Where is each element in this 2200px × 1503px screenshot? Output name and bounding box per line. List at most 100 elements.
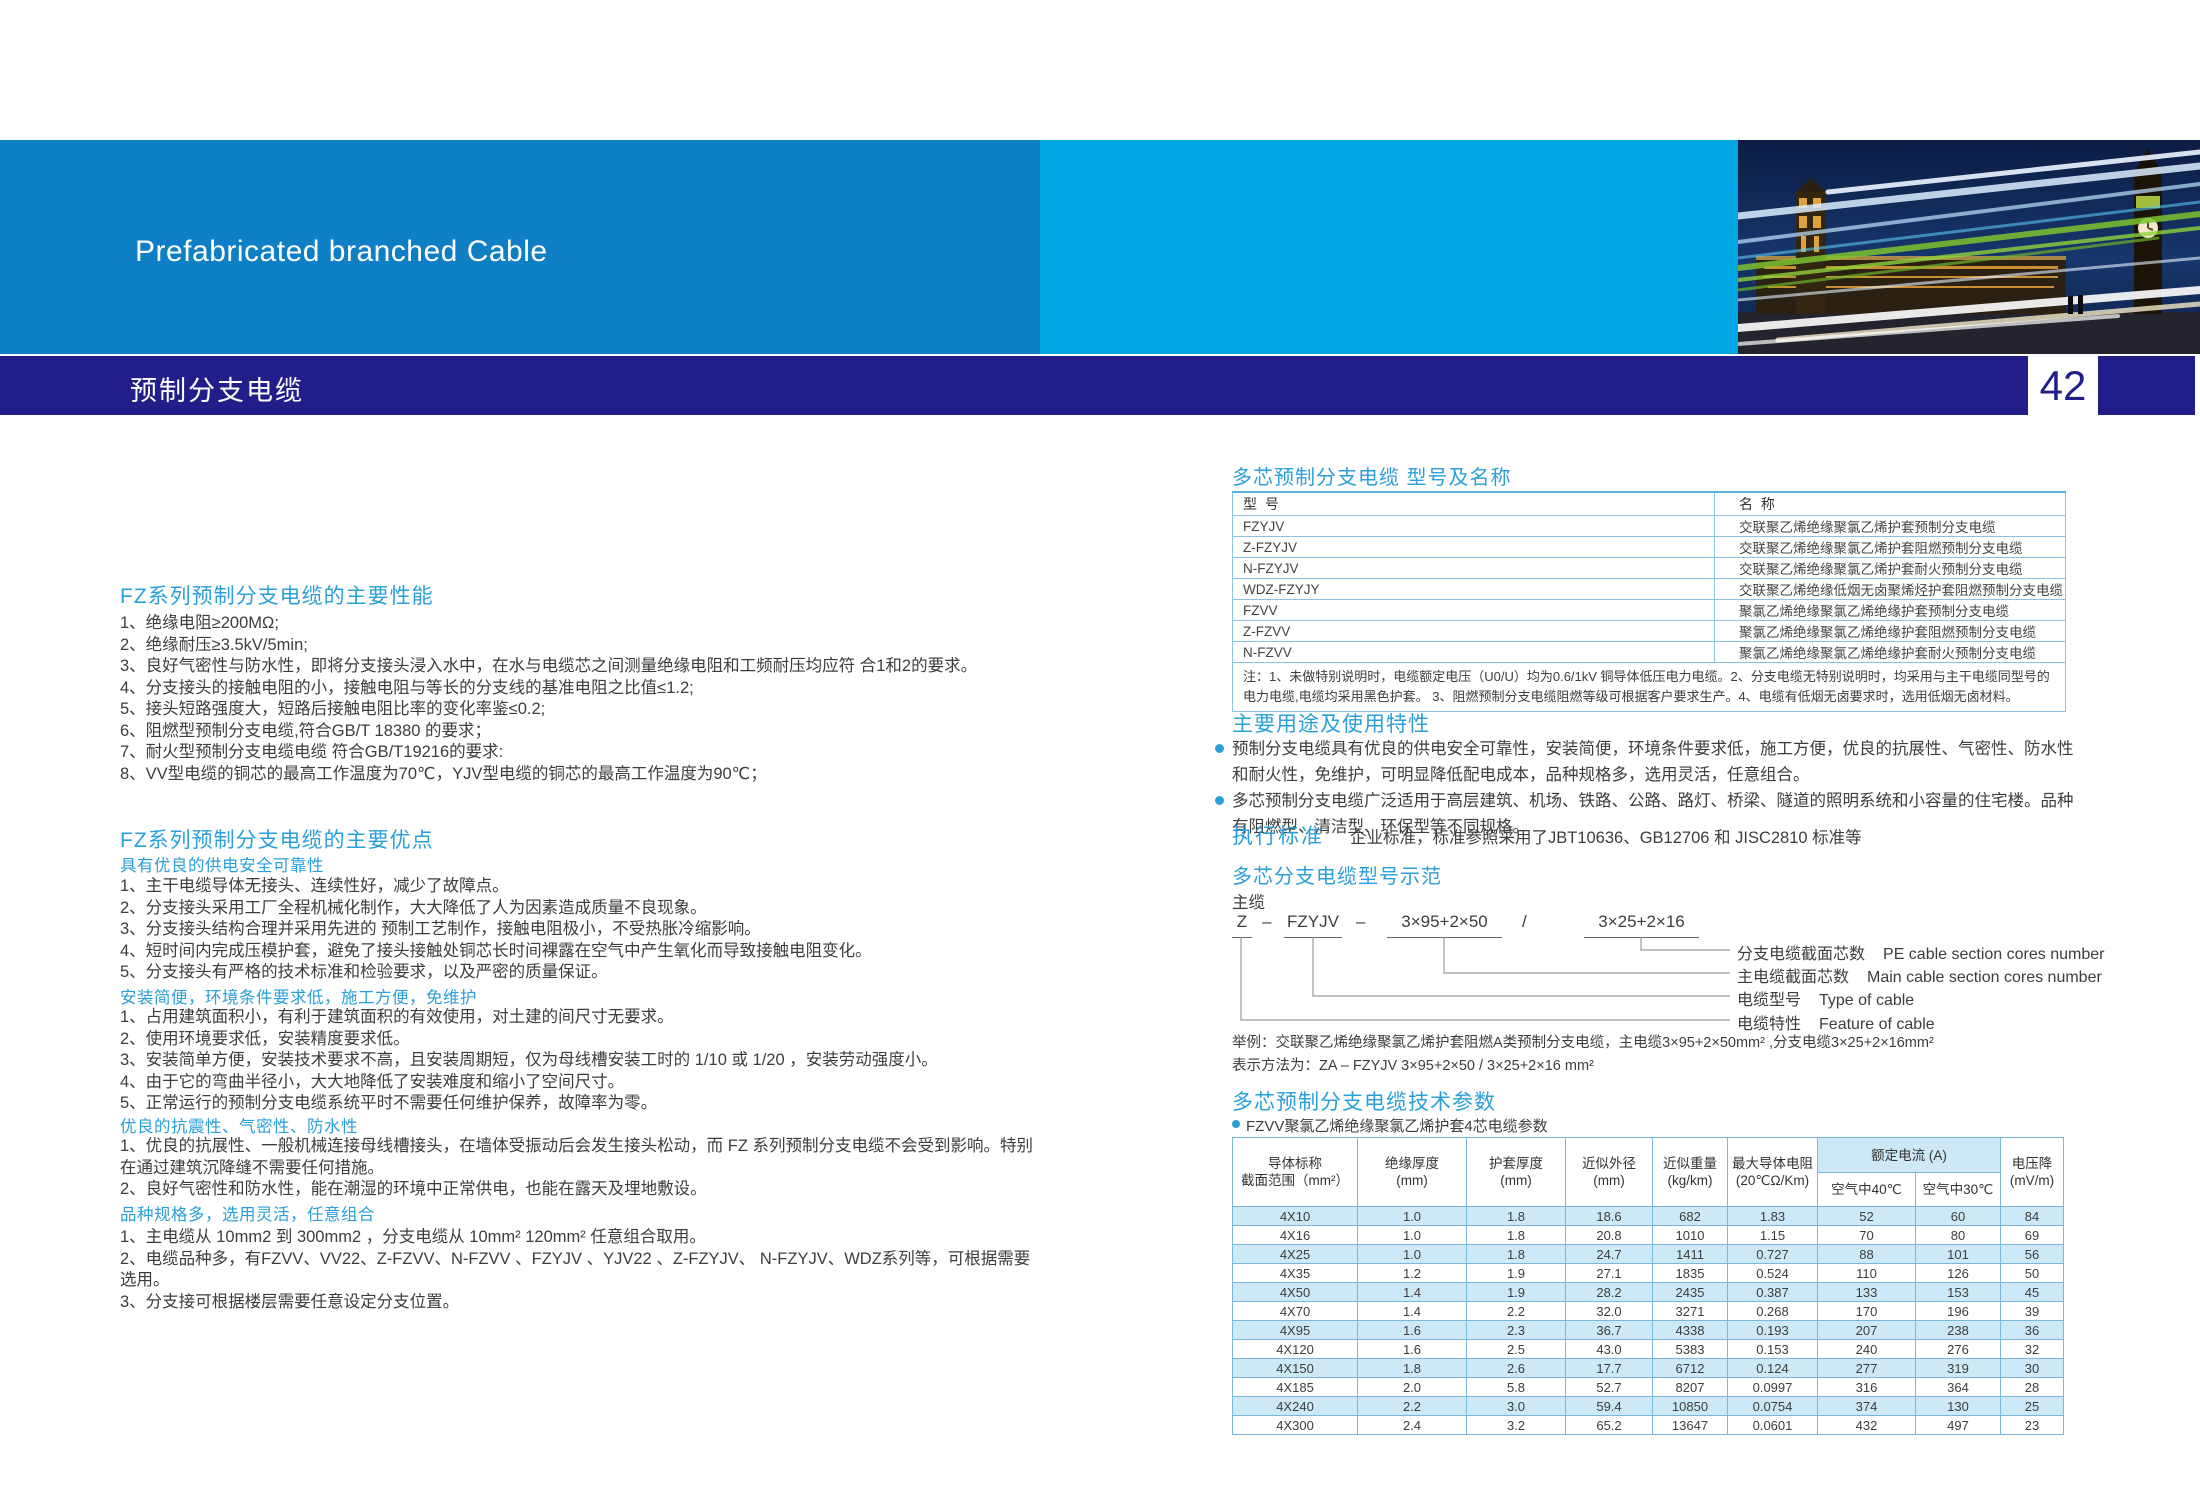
table-cell: 238 [1915,1320,2001,1340]
table-cell: 交联聚乙烯绝缘聚氯乙烯护套阻燃预制分支电缆 [1714,536,2066,558]
table-cell: 153 [1915,1282,2001,1302]
table-cell: 2.4 [1357,1415,1467,1435]
table-cell: 28 [2000,1377,2064,1397]
table-cell: 43.0 [1565,1339,1653,1359]
callout-zh: 电缆特性 [1737,1016,1802,1033]
table-row: N-FZVV 聚氯乙烯绝缘聚氯乙烯绝缘护套耐火预制分支电缆 [1232,641,2066,663]
usage-bullet-1: 预制分支电缆具有优良的供电安全可靠性，安装简便，环境条件要求低，施工方便，优良的… [1215,736,2088,788]
th-rated-current: 额定电流 (A) [1817,1137,2001,1173]
col-header-name: 名 称 [1714,492,2066,516]
table-cell: FZVV [1232,599,1715,621]
table-cell: 2.2 [1466,1301,1566,1321]
table-cell: 110 [1817,1263,1916,1283]
table-cell: Z-FZVV [1232,620,1715,642]
table-row: FZYJV 交联聚乙烯绝缘聚氯乙烯护套预制分支电缆 [1232,515,2066,537]
header-band-dark [0,140,1040,354]
table-cell: 聚氯乙烯绝缘聚氯乙烯绝缘护套预制分支电缆 [1714,599,2066,621]
standard-line: 执行标准 企业标准，标准参照采用了JBT10636、GB12706 和 JISC2… [1232,820,1862,850]
table-cell: 1.83 [1727,1206,1818,1226]
table-cell: 0.524 [1727,1263,1818,1283]
table-cell: 0.124 [1727,1358,1818,1378]
table-row: 4X35 1.2 1.9 27.1 1835 0.524 110 126 50 [1232,1263,2064,1283]
table-cell: 59.4 [1565,1396,1653,1416]
table-cell: 1835 [1652,1263,1728,1283]
table-row: 4X95 1.6 2.3 36.7 4338 0.193 207 238 36 [1232,1320,2064,1340]
table-cell: 84 [2000,1206,2064,1226]
table-cell: 4X35 [1232,1263,1358,1283]
list-item: 1、占用建筑面积小，有利于建筑面积的有效使用，对土建的间尺寸无要求。 [120,1008,674,1026]
table-cell: 2435 [1652,1282,1728,1302]
navy-corner-block [2098,356,2195,415]
table-cell: 5383 [1652,1339,1728,1359]
table-cell: 4338 [1652,1320,1728,1340]
formula-connector-lines [1240,937,1730,1021]
left-sub2-heading: 安装简便，环境条件要求低，施工方便，免维护 [120,989,477,1007]
table-cell: 10850 [1652,1396,1728,1416]
th-resistance: 最大导体电阻 (20℃Ω/Km) [1727,1137,1818,1207]
callout-zh: 电缆型号 [1737,992,1802,1009]
table-row: 4X50 1.4 1.9 28.2 2435 0.387 133 153 45 [1232,1282,2064,1302]
table-cell: 497 [1915,1415,2001,1435]
left-sub3-heading: 优良的抗震性、气密性、防水性 [120,1118,358,1136]
table-cell: 60 [1915,1206,2001,1226]
callout-en: Main cable section cores number [1867,969,2102,986]
table-cell: 196 [1915,1301,2001,1321]
table-cell: 0.268 [1727,1301,1818,1321]
table-row: N-FZYJV 交联聚乙烯绝缘聚氯乙烯护套耐火预制分支电缆 [1232,557,2066,579]
table-cell: 3.0 [1466,1396,1566,1416]
callout-branch-cores: 分支电缆截面芯数 PE cable section cores number [1737,940,2104,964]
table-cell: 25 [2000,1396,2064,1416]
table-cell: 4X70 [1232,1301,1358,1321]
table-cell: 0.153 [1727,1339,1818,1359]
table-row: 4X240 2.2 3.0 59.4 10850 0.0754 374 130 25 [1232,1396,2064,1416]
table-cell: 1.15 [1727,1225,1818,1245]
list-item: 1、绝缘电阻≥200MΩ; [120,614,279,632]
table-row: 4X70 1.4 2.2 32.0 3271 0.268 170 196 39 [1232,1301,2064,1321]
th-weight: 近似重量 (kg/km) [1652,1137,1728,1207]
left-section1-heading: FZ系列预制分支电缆的主要性能 [120,585,434,608]
table-cell: 1.0 [1357,1244,1467,1264]
table-row: 4X150 1.8 2.6 17.7 6712 0.124 277 319 30 [1232,1358,2064,1378]
table-cell: 80 [1915,1225,2001,1245]
table-cell: 6712 [1652,1358,1728,1378]
table-cell: 2.2 [1357,1396,1467,1416]
table-cell: 374 [1817,1396,1916,1416]
table-cell: 65.2 [1565,1415,1653,1435]
example-line-2: 表示方法为：ZA – FZYJV 3×95+2×50 / 3×25+2×16 m… [1232,1058,1594,1074]
table-cell: 23 [2000,1415,2064,1435]
callout-en: PE cable section cores number [1883,946,2105,963]
table-cell: 4X10 [1232,1206,1358,1226]
list-item: 1、主干电缆导体无接头、连续性好，减少了故障点。 [120,877,509,895]
table-cell: 88 [1817,1244,1916,1264]
list-item: 3、安装简单方便，安装技术要求不高，且安装周期短，仅为母线槽安装工时的 1/10… [120,1051,938,1069]
table-cell: 207 [1817,1320,1916,1340]
left-sub1-heading: 具有优良的供电安全可靠性 [120,857,324,875]
th-diameter: 近似外径 (mm) [1565,1137,1653,1207]
callout-zh: 分支电缆截面芯数 [1737,946,1866,963]
table-cell: 1.2 [1357,1263,1467,1283]
table-cell: 1.6 [1357,1339,1467,1359]
th-air-30: 空气中30℃ [1915,1172,2001,1207]
table-cell: 0.387 [1727,1282,1818,1302]
table-row: 4X300 2.4 3.2 65.2 13647 0.0601 432 497 23 [1232,1415,2064,1435]
list-item: 1、主电缆从 10mm2 到 300mm2 ，分支电缆从 10mm² 120mm… [120,1228,706,1246]
note-row: 注：1、未做特别说明时，电缆额定电压（U0/U）均为0.6/1kV 铜导体低压电… [1233,663,2066,712]
tech-params-table: 导体标称 截面范围（mm²） 绝缘厚度 (mm) 护套厚度 (mm) 近似外径 … [1232,1137,2064,1435]
list-item: 2、良好气密性和防水性，能在潮湿的环境中正常供电，也能在露天及埋地敷设。 [120,1180,707,1198]
table-cell: 39 [2000,1301,2064,1321]
list-item: 4、分支接头的接触电阻的小，接触电阻与等长的分支线的基准电阻之比值≤1.2; [120,678,694,697]
london-night-photo [1738,140,2200,354]
table-row: 4X120 1.6 2.5 43.0 5383 0.153 240 276 32 [1232,1339,2064,1359]
table-cell: 276 [1915,1339,2001,1359]
table-cell: 1.0 [1357,1206,1467,1226]
table-cell: 52.7 [1565,1377,1653,1397]
table-cell: 45 [2000,1282,2064,1302]
table-cell: 0.0754 [1727,1396,1818,1416]
table-cell: WDZ-FZYJY [1232,578,1715,600]
table-cell: N-FZYJV [1232,557,1715,579]
list-item: 3、分支接头结构合理并采用先进的 预制工艺制作，接触电阻极小，不受热胀冷缩影响。 [120,920,761,938]
table-row: 4X16 1.0 1.8 20.8 1010 1.15 70 80 69 [1232,1225,2064,1245]
table-cell: 交联聚乙烯绝缘聚氯乙烯护套预制分支电缆 [1714,515,2066,537]
table-cell: 130 [1915,1396,2001,1416]
list-item: 1、优良的抗展性、一般机械连接母线槽接头，在墙体受振动后会发生接头松动，而 FZ… [120,1137,1034,1177]
